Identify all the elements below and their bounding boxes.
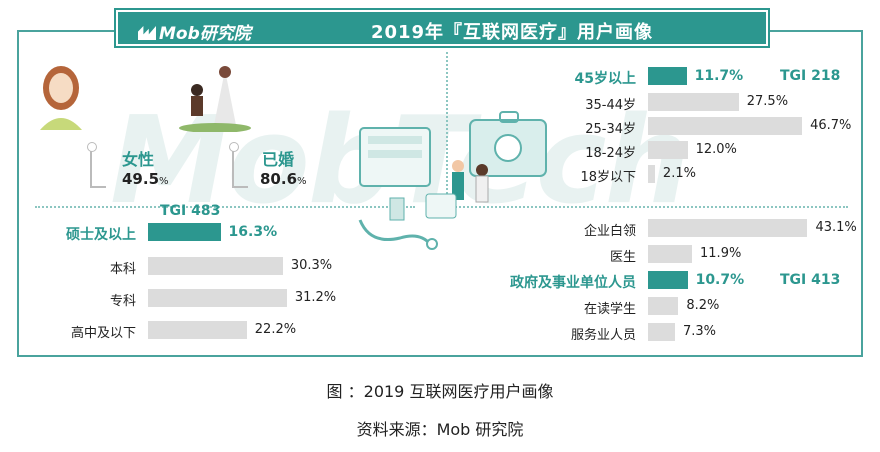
wedding-couple-icon — [179, 66, 251, 132]
age-category-label: 18岁以下 — [580, 170, 636, 185]
education-bar — [148, 257, 283, 275]
page-title: 2019年『互联网医疗』用户画像 — [370, 22, 654, 43]
married-bracket — [229, 142, 248, 188]
occupation-category-label: 医生 — [609, 250, 636, 265]
occupation-value-label: 7.3% — [683, 324, 717, 339]
education-bar — [148, 321, 247, 339]
age-value-label: 12.0% — [695, 142, 737, 157]
divider-right — [448, 206, 848, 208]
age-category-label: 25-34岁 — [585, 122, 636, 137]
occupation-value-label: 43.1% — [815, 220, 857, 235]
occupation-category-label: 企业白领 — [583, 224, 636, 239]
occupation-bar — [648, 219, 808, 237]
age-value-label: 27.5% — [746, 94, 789, 109]
occupation-value-label: 8.2% — [686, 298, 720, 313]
age-category-label: 45岁以上 — [574, 71, 636, 87]
female-value: 49.5% — [122, 170, 169, 188]
education-bar — [148, 223, 221, 241]
source-caption: 资料来源：Mob 研究院 — [356, 420, 524, 439]
female-label: 女性 — [122, 150, 155, 169]
age-value-label: 46.7% — [810, 118, 852, 133]
occupation-value-label: 10.7% — [695, 272, 745, 288]
occupation-category-label: 服务业人员 — [570, 328, 636, 343]
education-tgi-label: TGI 483 — [160, 203, 221, 219]
married-label: 已婚 — [262, 150, 295, 169]
occupation-category-label: 政府及事业单位人员 — [510, 275, 636, 291]
woman-avatar-icon — [40, 66, 82, 130]
occupation-bar — [648, 297, 679, 315]
occupation-bar — [648, 245, 693, 263]
age-category-label: 35-44岁 — [585, 98, 636, 113]
occupation-value-label: 11.9% — [700, 246, 742, 261]
age-value-label: 11.7% — [694, 68, 744, 84]
mob-logo: Mob研究院 — [138, 19, 251, 44]
age-bar — [648, 67, 687, 85]
age-bar — [648, 117, 803, 135]
medical-illustration-icon — [358, 111, 547, 250]
mob-logo-icon — [138, 26, 156, 40]
logo-text: Mob研究院 — [159, 24, 251, 44]
occupation-bar — [648, 323, 675, 341]
age-category-label: 18-24岁 — [585, 146, 636, 161]
education-category-label: 硕士及以上 — [66, 227, 136, 243]
age-bar — [648, 141, 688, 159]
header-banner: Mob研究院 2019年『互联网医疗』用户画像 — [114, 8, 770, 48]
education-bar — [148, 289, 287, 307]
occupation-tgi-label: TGI 413 — [780, 272, 841, 288]
married-value: 80.6% — [260, 170, 307, 188]
education-value-label: 16.3% — [228, 224, 278, 240]
occupation-category-label: 在读学生 — [583, 302, 636, 317]
education-category-label: 高中及以下 — [70, 326, 136, 341]
occupation-bar — [648, 271, 688, 289]
divider-left — [35, 206, 415, 208]
age-bar — [648, 93, 739, 111]
divider-vertical — [446, 52, 448, 202]
education-value-label: 22.2% — [254, 322, 297, 337]
age-tgi-label: TGI 218 — [780, 68, 841, 84]
age-bar — [648, 165, 655, 183]
female-bracket — [87, 142, 106, 188]
figure-caption: 图 ：2019 互联网医疗用户画像 — [326, 382, 554, 401]
education-category-label: 专科 — [109, 294, 136, 309]
education-category-label: 本科 — [109, 262, 136, 277]
age-value-label: 2.1% — [662, 166, 696, 181]
education-value-label: 30.3% — [290, 258, 333, 273]
education-value-label: 31.2% — [294, 290, 337, 305]
